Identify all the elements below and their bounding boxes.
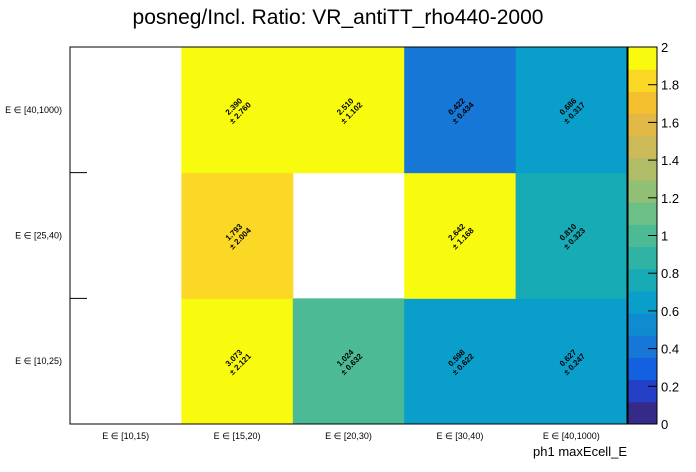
x-axis-ticks: E ∈ [10,15) E ∈ [15,20) E ∈ [20,30) E ∈ [30… bbox=[102, 431, 599, 441]
colorbar-segment bbox=[628, 91, 657, 115]
heatmap-cell bbox=[515, 298, 628, 425]
heatmap-cell bbox=[515, 47, 628, 174]
heatmap-cell bbox=[404, 172, 517, 299]
colorbar-tick-label: 1.4 bbox=[661, 153, 679, 168]
heatmap-cell bbox=[515, 172, 628, 299]
colorbar-segment bbox=[628, 69, 657, 92]
heatmap-cell bbox=[404, 47, 517, 174]
chart-title: posneg/Incl. Ratio: VR_antiTT_rho440-200… bbox=[133, 6, 544, 29]
colorbar-segment bbox=[628, 401, 657, 425]
heatmap-cells: 3.073± 2.121 1.024± 0.632 0.598± 0.622 0.62… bbox=[181, 47, 628, 425]
colorbar-tick-label: 0.2 bbox=[661, 379, 679, 394]
colorbar-segment bbox=[628, 246, 657, 270]
colorbar-segment bbox=[628, 157, 657, 181]
colorbar-segment bbox=[628, 335, 657, 358]
colorbar-segment bbox=[628, 313, 657, 336]
heatmap-cell bbox=[181, 298, 294, 425]
colorbar-tick-label: 2 bbox=[661, 40, 668, 55]
colorbar-segment bbox=[628, 135, 657, 159]
colorbar-segment bbox=[628, 180, 657, 203]
x-axis-label: ph1 maxEcell_E bbox=[533, 444, 627, 459]
heatmap-cell bbox=[181, 47, 294, 174]
colorbar-tick-label: 1 bbox=[661, 229, 668, 244]
heatmap-cell bbox=[292, 298, 405, 425]
heatmap-cell bbox=[292, 47, 405, 174]
y-tick-label: E ∈ [40,1000) bbox=[5, 105, 62, 115]
y-tick-label: E ∈ [25,40) bbox=[15, 231, 62, 241]
y-tick-label: E ∈ [10,25) bbox=[15, 356, 62, 366]
heatmap-cell bbox=[181, 172, 294, 299]
colorbar-segment bbox=[628, 268, 657, 292]
color-scale-bar: 0 0.2 0.4 0.6 0.8 1 1.2 1.4 1.6 1.8 2 bbox=[627, 40, 679, 432]
colorbar-segment bbox=[628, 290, 657, 314]
plot-frame bbox=[69, 46, 628, 425]
colorbar-segment bbox=[628, 113, 657, 137]
colorbar-tick-label: 1.6 bbox=[661, 115, 679, 130]
colorbar-segment bbox=[628, 47, 657, 70]
colorbar-tick-label: 0.6 bbox=[661, 304, 679, 319]
colorbar-segment bbox=[628, 357, 657, 381]
colorbar-segment bbox=[628, 379, 657, 403]
x-tick-label: E ∈ [10,15) bbox=[102, 431, 149, 441]
heatmap-cell bbox=[404, 298, 517, 425]
colorbar-tick-label: 0 bbox=[661, 417, 668, 432]
x-tick-label: E ∈ [15,20) bbox=[214, 431, 261, 441]
y-axis-ticks: E ∈ [10,25) E ∈ [25,40) E ∈ [40,1000) bbox=[5, 105, 87, 366]
colorbar-tick-label: 0.8 bbox=[661, 266, 679, 281]
colorbar-segment bbox=[628, 224, 657, 248]
colorbar-tick-label: 1.8 bbox=[661, 78, 679, 93]
x-tick-label: E ∈ [30,40) bbox=[436, 431, 483, 441]
colorbar-segment bbox=[628, 202, 657, 225]
x-tick-label: E ∈ [40,1000) bbox=[543, 431, 600, 441]
x-tick-label: E ∈ [20,30) bbox=[325, 431, 372, 441]
colorbar-tick-label: 0.4 bbox=[661, 342, 679, 357]
colorbar-tick-label: 1.2 bbox=[661, 191, 679, 206]
